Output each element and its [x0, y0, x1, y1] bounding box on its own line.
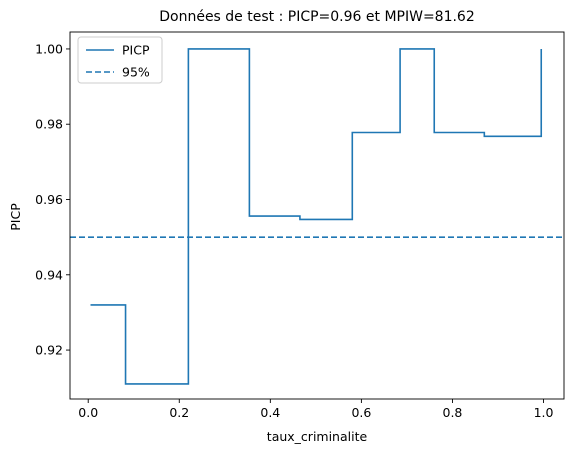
x-tick-label: 0.8 [443, 405, 463, 420]
x-axis-label: taux_criminalite [267, 429, 368, 444]
y-tick-label: 0.94 [35, 267, 63, 282]
x-tick-label: 0.2 [169, 405, 189, 420]
y-tick-label: 0.92 [35, 343, 63, 358]
legend-label: PICP [122, 43, 150, 58]
x-tick-label: 0.6 [351, 405, 371, 420]
y-tick-label: 1.00 [35, 41, 63, 56]
legend: PICP 95% [77, 36, 163, 84]
x-tick-label: 1.0 [534, 405, 554, 420]
y-tick-label: 0.98 [35, 117, 63, 132]
axes-frame [69, 31, 565, 400]
series-line-picp [90, 48, 543, 385]
x-tick-label: 0.0 [78, 405, 98, 420]
y-tick-label: 0.96 [35, 192, 63, 207]
x-tick-label: 0.4 [260, 405, 280, 420]
y-axis-label: PICP [8, 203, 23, 231]
plot-area: 0.0 0.2 0.4 0.6 0.8 1.0 0.92 0.94 0.96 0.98 1.00 [35, 31, 565, 420]
chart-title: Données de test : PICP=0.96 et MPIW=81.6… [159, 9, 475, 25]
legend-label: 95% [122, 65, 150, 80]
